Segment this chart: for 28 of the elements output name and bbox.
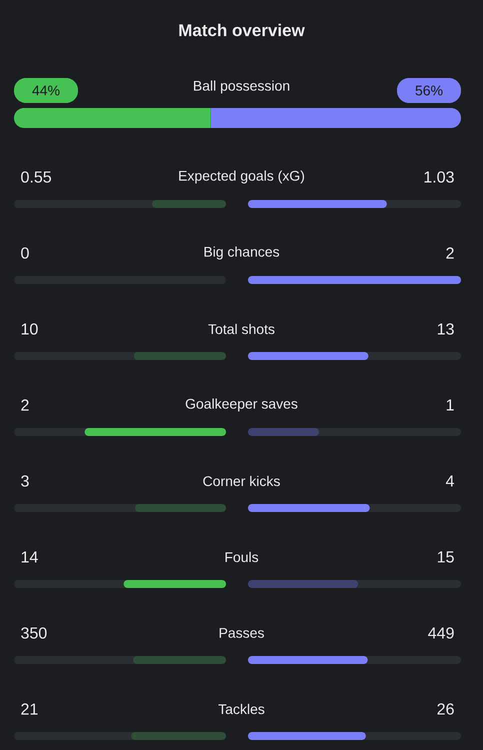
data-label: 1.03 xyxy=(424,171,454,183)
data-label: 26 xyxy=(437,703,454,715)
category-label: Expected goals (xG) xyxy=(179,170,304,184)
data-label: 4 xyxy=(446,475,454,486)
category-label: Tackles xyxy=(218,704,264,714)
data-label: 21 xyxy=(21,703,38,715)
category-label: Goalkeeper saves xyxy=(186,398,298,412)
data-label: 44% xyxy=(32,86,60,96)
category-label: Passes xyxy=(220,628,264,638)
data-label: 3 xyxy=(21,475,29,487)
data-label: 0.55 xyxy=(21,171,51,183)
data-label: 2 xyxy=(21,399,29,411)
data-label: 350 xyxy=(21,627,47,639)
category-label: Corner kicks xyxy=(203,476,280,486)
data-label: 2 xyxy=(446,247,454,259)
category-label: Total shots xyxy=(208,324,274,334)
category-label: Big chances xyxy=(204,246,280,260)
data-label: 15 xyxy=(438,551,454,563)
category-label: Ball possession xyxy=(194,80,290,94)
category-label: Fouls xyxy=(226,552,258,562)
data-label: 449 xyxy=(428,627,454,639)
data-label: 14 xyxy=(22,551,38,562)
data-label: 13 xyxy=(438,323,454,335)
text: Match overview xyxy=(179,24,305,36)
data-label: 56% xyxy=(416,86,443,96)
data-label: 10 xyxy=(22,323,38,335)
data-label: 0 xyxy=(21,247,29,259)
data-label: 1 xyxy=(446,399,454,410)
